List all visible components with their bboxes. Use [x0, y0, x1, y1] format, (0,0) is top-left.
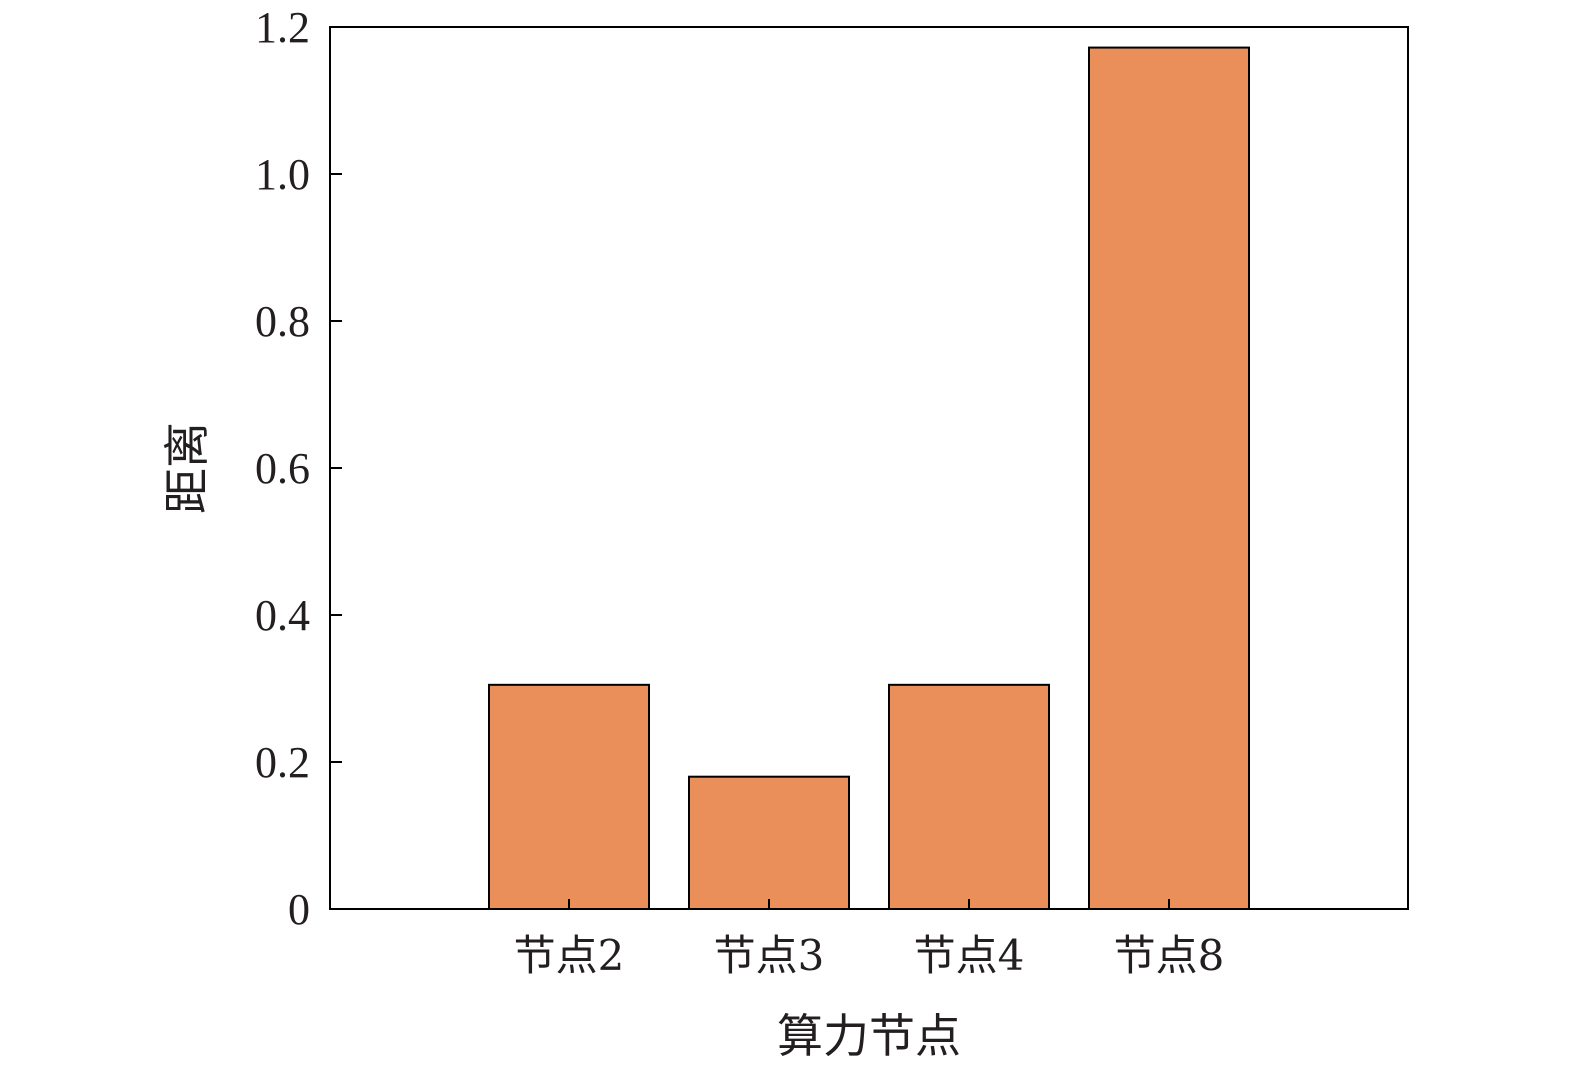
y-axis: 0 0.2 0.4 0.6 0.8 1.0 1.2: [255, 3, 342, 934]
bars-group: [488, 46, 1250, 911]
bar-1: [488, 683, 650, 911]
y-tick-label: 0.4: [255, 591, 310, 640]
y-tick-label: 0.6: [255, 444, 310, 493]
bar-3: [888, 683, 1050, 911]
y-tick-label: 0: [288, 885, 310, 934]
x-tick-label: 节点2: [514, 931, 625, 980]
x-tick-label: 节点3: [714, 931, 825, 980]
y-axis-title: 距离: [160, 422, 214, 514]
y-tick-label: 0.8: [255, 297, 310, 346]
y-tick-label: 1.0: [255, 150, 310, 199]
x-axis: 节点2 节点3 节点4 节点8: [514, 899, 1225, 980]
x-tick-label: 节点4: [914, 931, 1025, 980]
bar-4: [1088, 46, 1250, 910]
y-tick-label: 0.2: [255, 738, 310, 787]
bar-2: [688, 775, 850, 911]
y-tick-label: 1.2: [255, 3, 310, 52]
x-axis-title: 算力节点: [777, 1009, 961, 1063]
x-tick-label: 节点8: [1114, 931, 1225, 980]
